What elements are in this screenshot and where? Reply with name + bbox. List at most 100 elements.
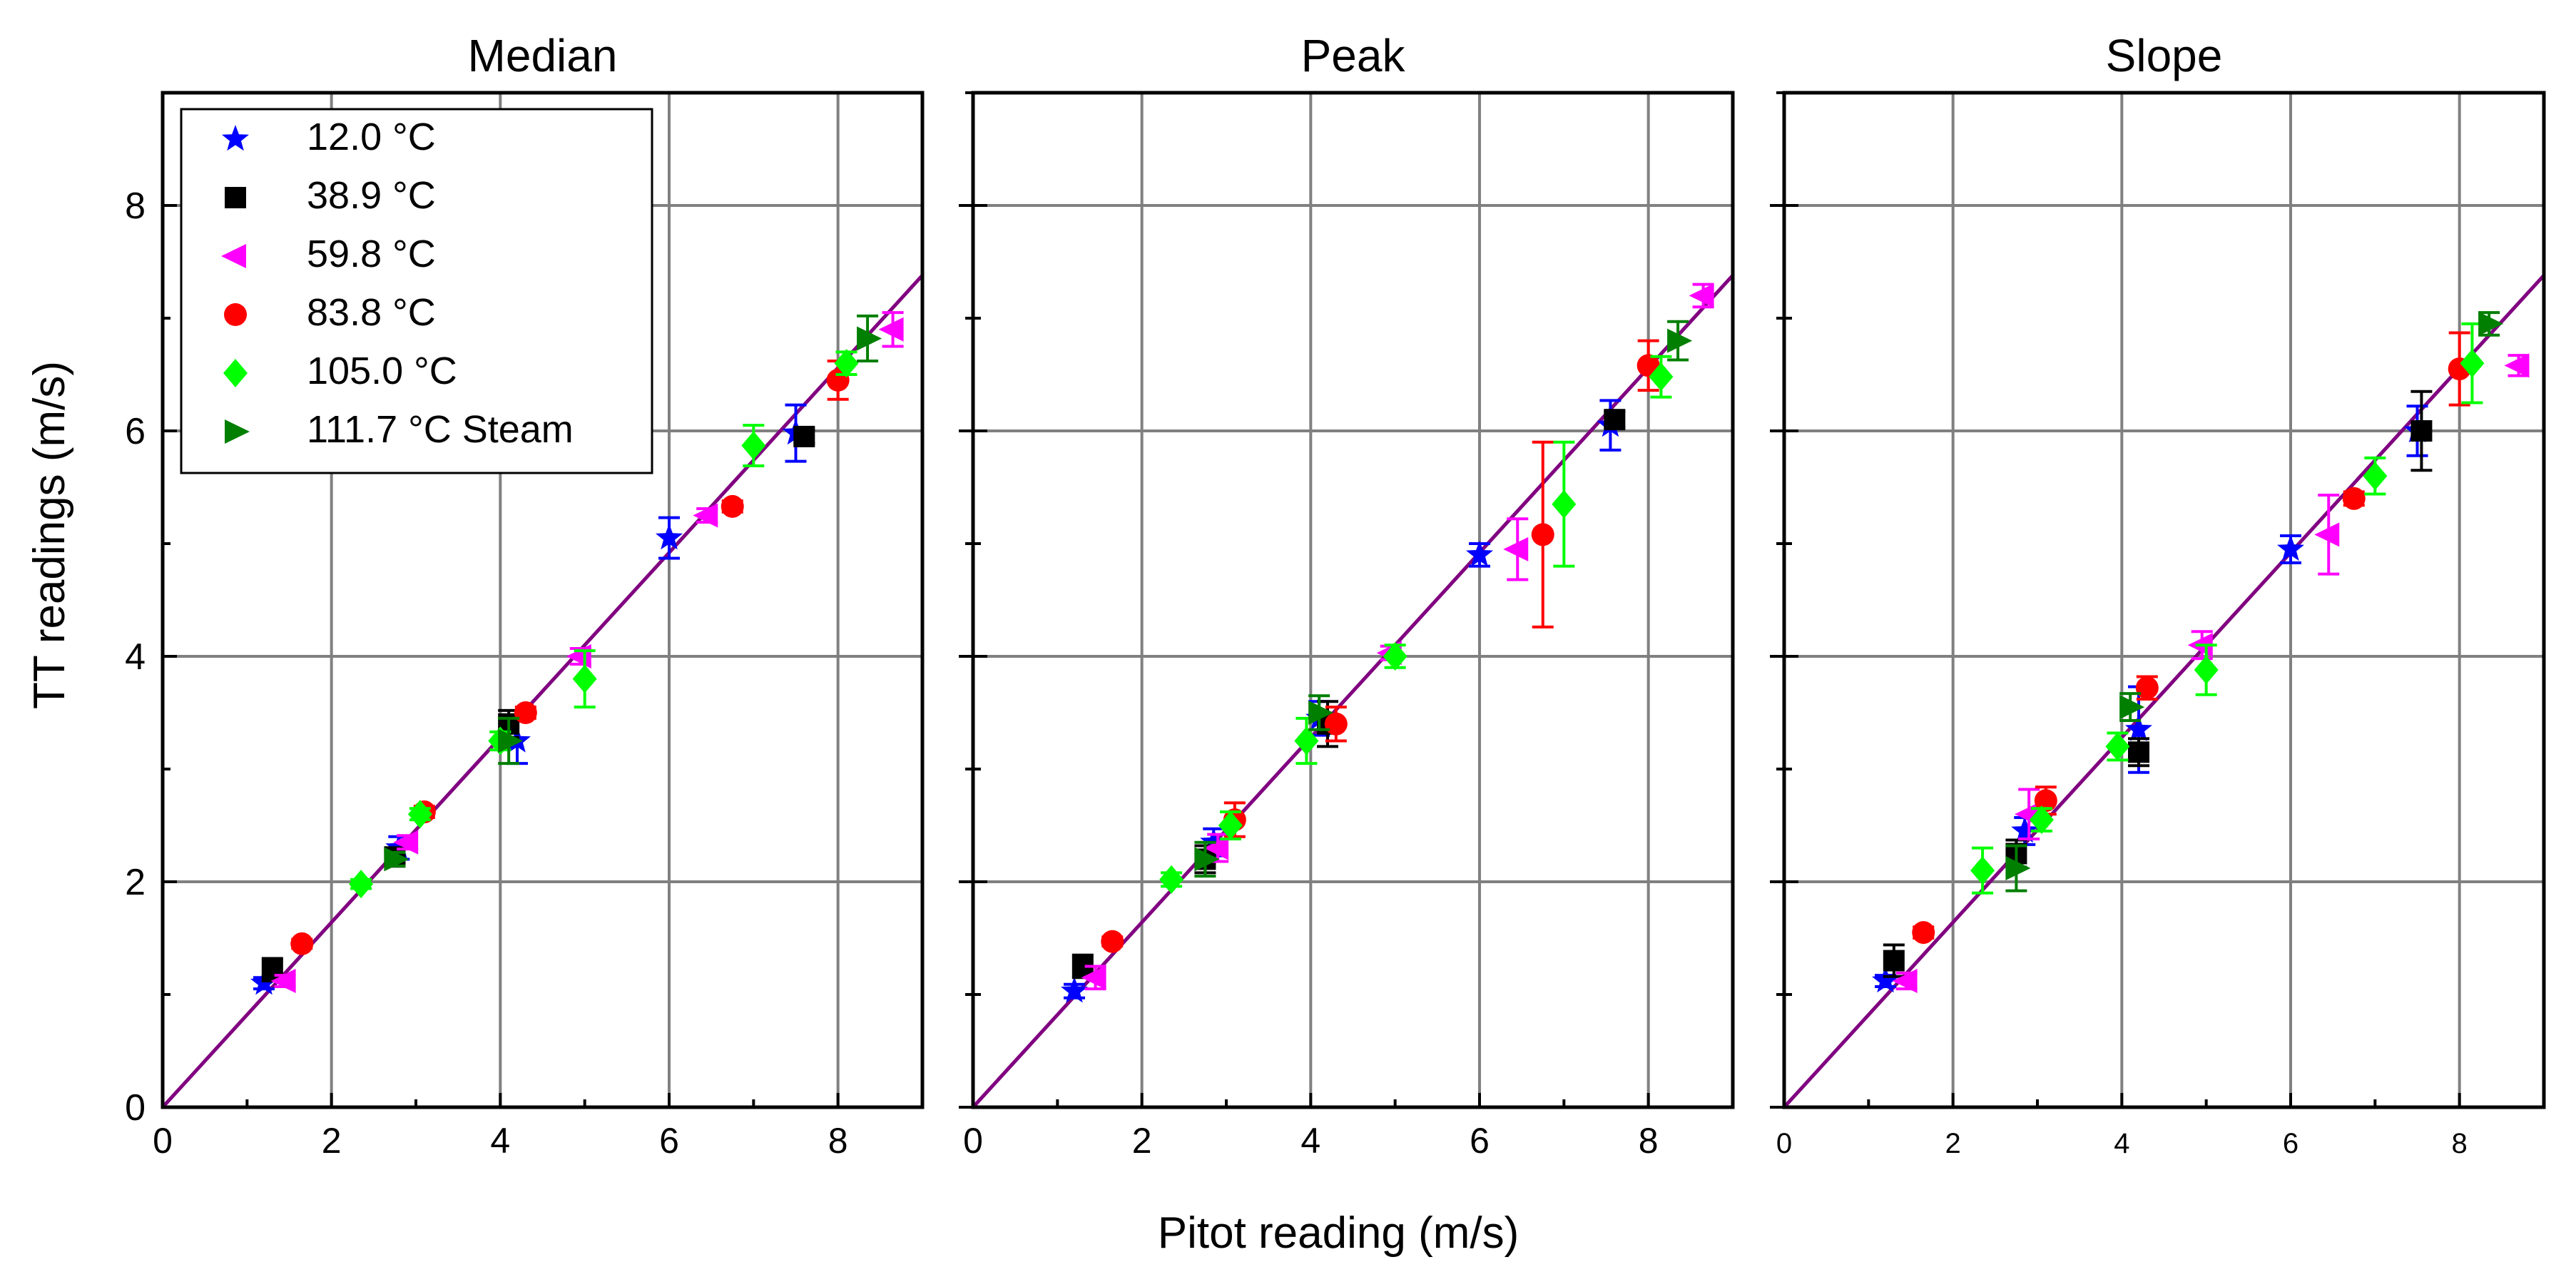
peak-ticks xyxy=(959,91,1734,1109)
median-y-tick-label: 0 xyxy=(125,1087,146,1129)
slope-ticks xyxy=(1770,91,2545,1109)
y-axis-label: TT readings (m/s) xyxy=(25,361,74,709)
peak-series-111-7-c-steam xyxy=(1194,320,1693,878)
legend-marker-square-icon xyxy=(225,187,246,208)
data-point-left-triangle-icon xyxy=(1689,283,1714,308)
legend-marker-circle-icon xyxy=(224,303,247,326)
panel-median: 0 2 4 6 8 0 2 4 6 8 Median xyxy=(125,30,925,1161)
panel-peak: 0 2 4 6 8 Peak xyxy=(959,30,1735,1161)
data-point-diamond-icon xyxy=(349,870,374,899)
data-point-diamond-icon xyxy=(407,800,432,829)
data-point-right-triangle-icon xyxy=(1308,701,1334,725)
legend-label-59c: 59.8 °C xyxy=(307,233,436,275)
data-point-diamond-icon xyxy=(1970,856,1995,885)
data-point-diamond-icon xyxy=(572,664,597,693)
legend-marker-right-triangle-icon xyxy=(225,419,250,444)
data-point-diamond-icon xyxy=(1649,362,1674,392)
panels: 0 2 4 6 8 0 2 4 6 8 Median 0 2 4 6 8 Peak 0 2 4 6 8 Slope xyxy=(125,30,2546,1161)
data-point-star-icon xyxy=(1872,967,1899,993)
data-point-circle-icon xyxy=(1531,523,1554,546)
data-point-diamond-icon xyxy=(741,431,766,460)
slope-x-tick-label: 0 xyxy=(1776,1128,1792,1159)
peak-x-tick-label: 2 xyxy=(1132,1121,1152,1161)
legend-label-12c: 12.0 °C xyxy=(307,116,436,158)
slope-series-111-7-c-steam xyxy=(2005,311,2504,892)
median-x-tick-label: 6 xyxy=(659,1121,679,1161)
x-axis-label: Pitot reading (m/s) xyxy=(1158,1209,1519,1258)
legend-label-83c: 83.8 °C xyxy=(307,291,436,334)
data-point-left-triangle-icon xyxy=(393,830,419,855)
data-point-circle-icon xyxy=(514,701,537,724)
slope-x-tick-label: 4 xyxy=(2114,1128,2129,1159)
data-point-circle-icon xyxy=(2342,487,2366,510)
panel-title-slope: Slope xyxy=(2106,30,2223,81)
data-point-diamond-icon xyxy=(834,349,859,378)
data-point-left-triangle-icon xyxy=(2314,522,2340,547)
peak-x-tick-label: 8 xyxy=(1639,1121,1659,1161)
median-x-tick-label: 4 xyxy=(490,1121,510,1161)
data-point-diamond-icon xyxy=(2029,805,2054,835)
data-point-left-triangle-icon xyxy=(878,317,904,342)
data-point-square-icon xyxy=(1604,409,1626,431)
legend-label-38c: 38.9 °C xyxy=(307,174,436,217)
median-series-38-9-c xyxy=(261,425,815,983)
data-point-diamond-icon xyxy=(1159,865,1184,894)
data-point-left-triangle-icon xyxy=(270,969,296,994)
data-point-star-icon xyxy=(1061,977,1088,1003)
data-point-diamond-icon xyxy=(2194,655,2219,684)
peak-x-tick-label: 4 xyxy=(1300,1121,1320,1161)
slope-x-tick-label: 2 xyxy=(1945,1128,1961,1159)
data-point-right-triangle-icon xyxy=(2478,311,2504,336)
data-point-star-icon xyxy=(2125,715,2152,741)
peak-axes-frame xyxy=(971,91,1735,1109)
data-point-circle-icon xyxy=(2034,789,2057,813)
median-y-tick-label: 6 xyxy=(125,411,146,452)
median-y-tick-label: 2 xyxy=(125,862,146,903)
median-x-tick-label: 8 xyxy=(828,1121,848,1161)
slope-axes-frame xyxy=(1782,91,2546,1109)
panel-title-median: Median xyxy=(468,30,618,81)
data-point-left-triangle-icon xyxy=(1892,969,1918,994)
data-point-left-triangle-icon xyxy=(1081,965,1106,990)
data-point-diamond-icon xyxy=(2460,349,2485,378)
data-point-circle-icon xyxy=(2135,676,2159,700)
slope-series-83-8-c xyxy=(1912,331,2471,945)
data-point-right-triangle-icon xyxy=(1194,847,1220,872)
peak-x-tick-label: 0 xyxy=(963,1121,983,1161)
legend-marker-left-triangle-icon xyxy=(221,244,246,268)
panel-title-peak: Peak xyxy=(1301,30,1406,81)
legend-marker-star-icon xyxy=(222,125,249,151)
peak-grid xyxy=(973,93,1733,1107)
peak-series-105-0-c xyxy=(1159,355,1674,894)
data-point-left-triangle-icon xyxy=(1203,835,1229,860)
legend-box xyxy=(180,108,653,474)
data-point-star-icon xyxy=(1466,540,1493,566)
data-point-right-triangle-icon xyxy=(498,728,524,753)
data-point-square-icon xyxy=(793,425,815,447)
legend-label-105c: 105.0 °C xyxy=(307,350,457,392)
peak-x-tick-label: 6 xyxy=(1470,1121,1490,1161)
legend-marker-diamond-icon xyxy=(223,359,248,387)
data-point-diamond-icon xyxy=(2363,462,2388,491)
data-point-star-icon xyxy=(656,524,683,550)
data-point-right-triangle-icon xyxy=(2119,695,2145,720)
data-point-right-triangle-icon xyxy=(2005,856,2031,881)
data-point-diamond-icon xyxy=(1383,642,1407,671)
data-point-circle-icon xyxy=(290,932,314,955)
data-point-right-triangle-icon xyxy=(384,847,409,872)
data-point-diamond-icon xyxy=(1294,726,1319,755)
median-y-tick-label: 8 xyxy=(125,185,146,227)
data-point-circle-icon xyxy=(1912,921,1935,945)
data-point-circle-icon xyxy=(1324,712,1348,736)
median-series-111-7-c-steam xyxy=(384,314,882,872)
median-x-tick-label: 0 xyxy=(153,1121,173,1161)
data-point-right-triangle-icon xyxy=(1667,328,1693,353)
data-point-star-icon xyxy=(2011,816,2039,843)
slope-x-tick-label: 8 xyxy=(2452,1128,2468,1159)
data-point-right-triangle-icon xyxy=(857,326,882,351)
panel-slope: 0 2 4 6 8 Slope xyxy=(1770,30,2546,1159)
data-point-square-icon xyxy=(2128,741,2149,763)
data-point-diamond-icon xyxy=(1552,489,1577,519)
slope-series-105-0-c xyxy=(1970,322,2485,895)
